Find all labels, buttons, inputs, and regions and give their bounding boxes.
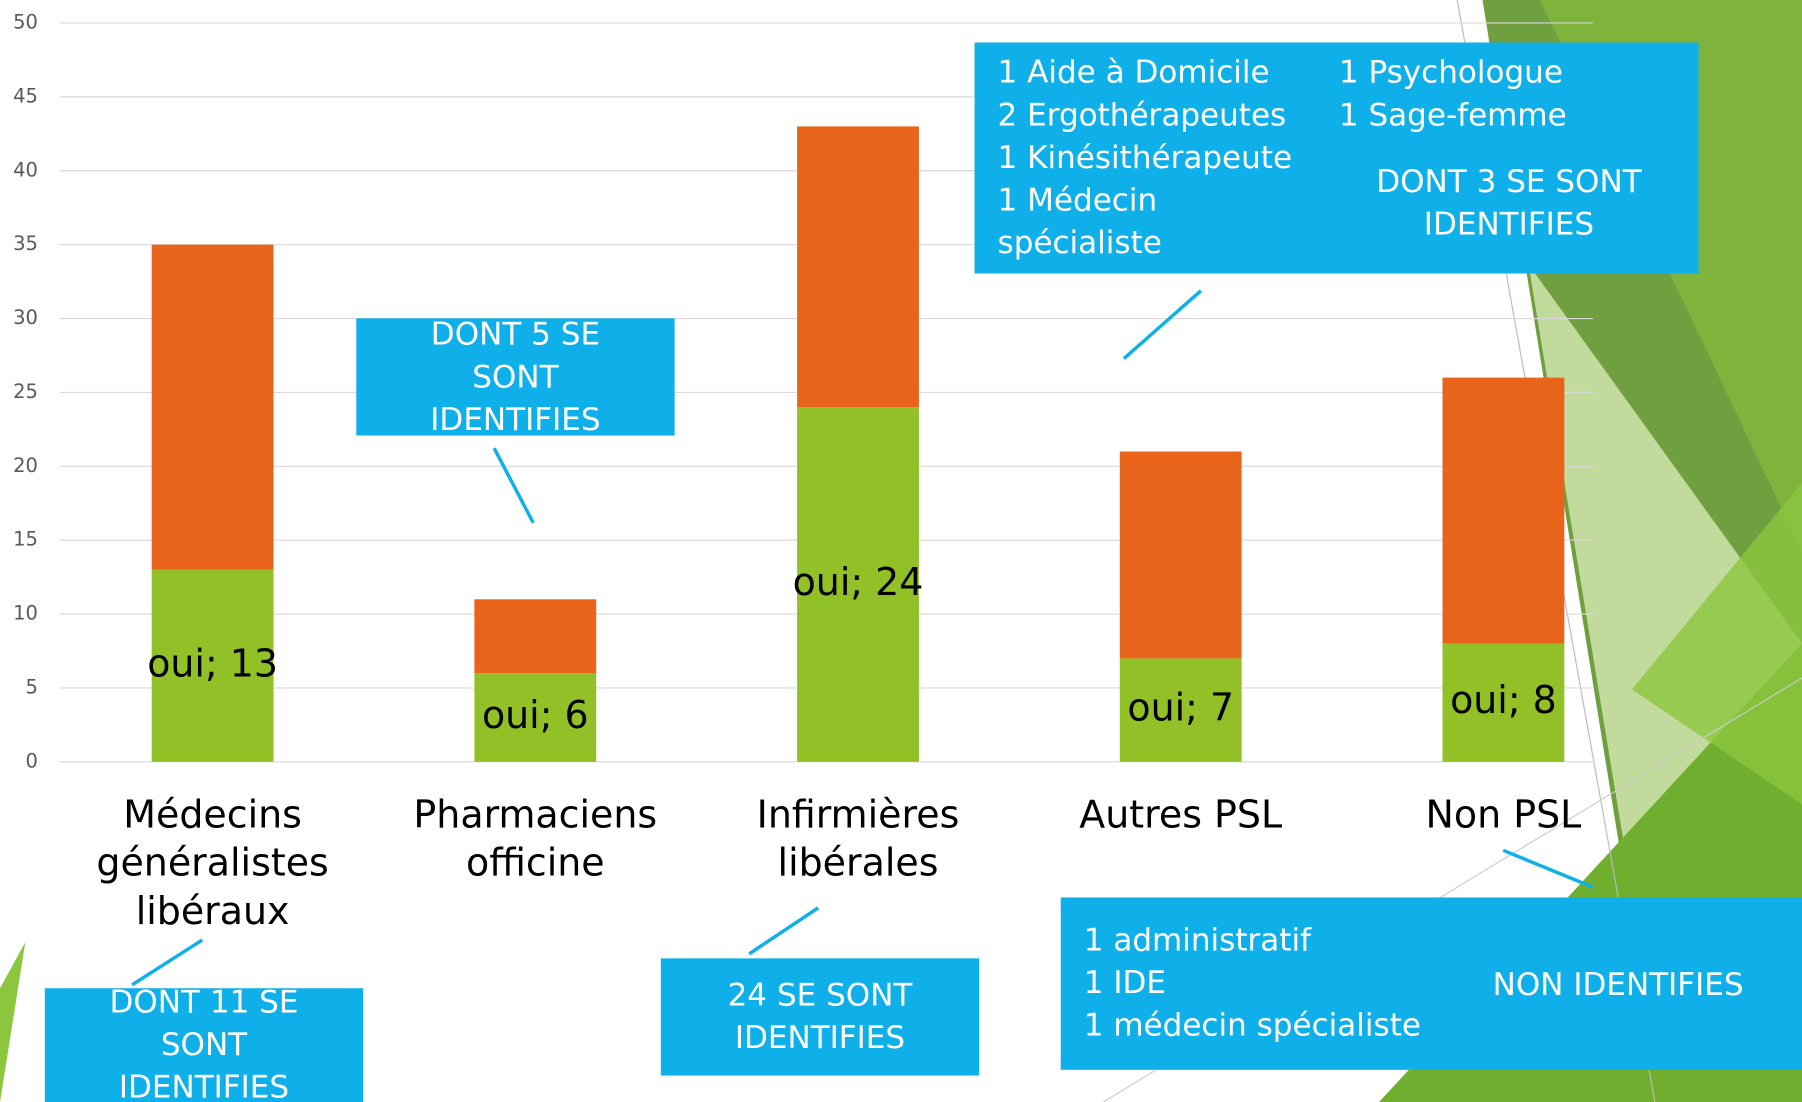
- callout-text: DONT 11 SE SONT IDENTIFIES: [109, 984, 299, 1102]
- bar-segment: [474, 599, 597, 674]
- callout-line: 2 Ergothérapeutes: [997, 97, 1287, 134]
- bar-segment: [797, 126, 919, 408]
- callout-text: DONT 5 SE SONT IDENTIFIES: [430, 316, 601, 438]
- y-tick-label: 35: [13, 232, 38, 255]
- callout-box: 1 administratif 1 IDE 1 médecin spécialist…: [1060, 897, 1802, 1070]
- callout-connector: [748, 906, 820, 956]
- callout-text: NON IDENTIFIES: [1492, 967, 1744, 1004]
- bar-segment: [474, 673, 597, 762]
- y-tick-label: 50: [13, 10, 38, 33]
- callout-line: 1 Kinésithérapeute: [997, 140, 1293, 176]
- callout-line: 1 Aide à Domicile: [997, 55, 1270, 91]
- callout-box: DONT 5 SE SONT IDENTIFIES: [356, 317, 675, 437]
- bar-segment: [151, 569, 274, 762]
- bar-segment: [1119, 658, 1242, 762]
- bar-segment: [151, 244, 274, 570]
- callout-text: DONT 3 SE SONT IDENTIFIES: [1376, 164, 1642, 243]
- callout-line: 1 Médecin spécialiste: [997, 182, 1162, 261]
- callout-text: 24 SE SONT IDENTIFIES: [727, 977, 913, 1057]
- callout-line: 1 administratif: [1083, 922, 1312, 959]
- callout-connector: [131, 938, 204, 987]
- y-tick-label: 15: [13, 528, 38, 551]
- y-tick-label: 0: [26, 749, 38, 772]
- x-tick-label: Infirmières libérales: [756, 791, 960, 885]
- callout-line: 1 IDE: [1083, 965, 1166, 1001]
- deco-strip: [0, 942, 26, 1102]
- y-tick-label: 25: [13, 380, 38, 403]
- callout-list: 1 administratif 1 IDE 1 médecin spécialist…: [1084, 919, 1498, 1047]
- x-tick-label: Non PSL: [1425, 791, 1582, 837]
- callout-list: 1 Psychologue 1 Sage-femme: [1339, 52, 1603, 137]
- callout-list: 1 Aide à Domicile 2 Ergothérapeutes 1 Kiné…: [998, 52, 1331, 265]
- bar-segment: [1442, 377, 1565, 644]
- data-label: oui; 6: [482, 693, 589, 737]
- callout-box: DONT 11 SE SONT IDENTIFIES: [44, 985, 364, 1102]
- data-label: oui; 24: [793, 560, 924, 604]
- data-label: oui; 8: [1450, 678, 1557, 722]
- callout-connector: [1502, 848, 1594, 889]
- bar-segment: [1119, 451, 1242, 659]
- data-label: oui; 13: [147, 641, 278, 685]
- callout-box: 1 Aide à Domicile 2 Ergothérapeutes 1 Kiné…: [974, 42, 1699, 274]
- callout-box: 24 SE SONT IDENTIFIES: [660, 958, 980, 1076]
- y-tick-label: 5: [26, 675, 38, 698]
- data-label: oui; 7: [1127, 686, 1234, 730]
- bar-segment: [1442, 643, 1565, 762]
- y-tick-label: 10: [13, 602, 38, 625]
- x-tick-label: Médecins généralistes libéraux: [96, 791, 329, 934]
- y-tick-label: 20: [13, 454, 38, 477]
- callout-line: 1 Sage-femme: [1338, 97, 1567, 134]
- deco-strip: [1631, 482, 1802, 805]
- callout-line: 1 Psychologue: [1338, 55, 1563, 91]
- callout-connector: [492, 447, 535, 524]
- x-tick-label: Autres PSL: [1079, 791, 1283, 837]
- bar-segment: [797, 407, 919, 762]
- callout-connector: [1122, 289, 1203, 360]
- callout-line: 1 médecin spécialiste: [1083, 1007, 1421, 1044]
- y-tick-label: 40: [13, 158, 38, 181]
- y-tick-label: 30: [13, 306, 38, 329]
- y-tick-label: 45: [13, 84, 38, 107]
- x-tick-label: Pharmaciens officine: [413, 791, 658, 885]
